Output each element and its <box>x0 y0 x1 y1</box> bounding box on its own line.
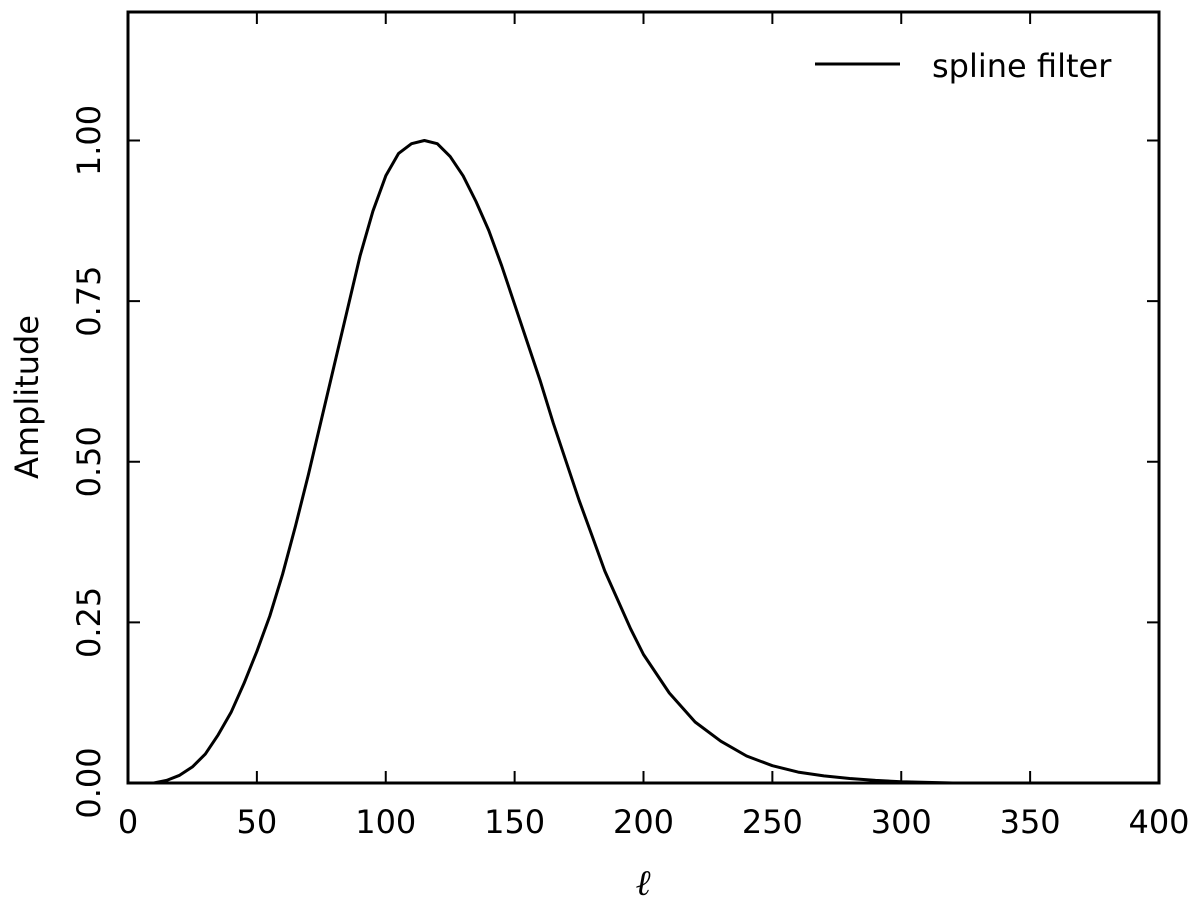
x-tick-label: 400 <box>1128 803 1189 841</box>
x-tick-label: 50 <box>237 803 278 841</box>
legend-label-spline-filter: spline filter <box>932 47 1112 85</box>
y-tick-label: 0.25 <box>70 587 108 658</box>
x-tick-label: 350 <box>1000 803 1061 841</box>
y-tick-label: 0.00 <box>70 747 108 818</box>
y-tick-label: 0.75 <box>70 266 108 337</box>
legend: spline filter <box>815 47 1112 85</box>
x-tick-label: 150 <box>484 803 545 841</box>
plot-frame <box>126 10 1161 785</box>
x-tick-label: 300 <box>871 803 932 841</box>
y-tick-label: 1.00 <box>70 105 108 176</box>
x-axis-label: ℓ <box>636 863 651 904</box>
series-line-spline-filter <box>128 139 953 785</box>
x-tick-label: 250 <box>742 803 803 841</box>
x-tick-label: 100 <box>355 803 416 841</box>
y-tick-label: 0.50 <box>70 426 108 497</box>
axis-ticks <box>127 12 1160 784</box>
x-tick-label: 200 <box>613 803 674 841</box>
y-axis-label: Amplitude <box>8 315 46 479</box>
tick-labels: 0 50 100 150 200 250 300 350 400 0.00 0.25 0.50 0.75… <box>70 105 1190 841</box>
x-tick-label: 0 <box>118 803 138 841</box>
